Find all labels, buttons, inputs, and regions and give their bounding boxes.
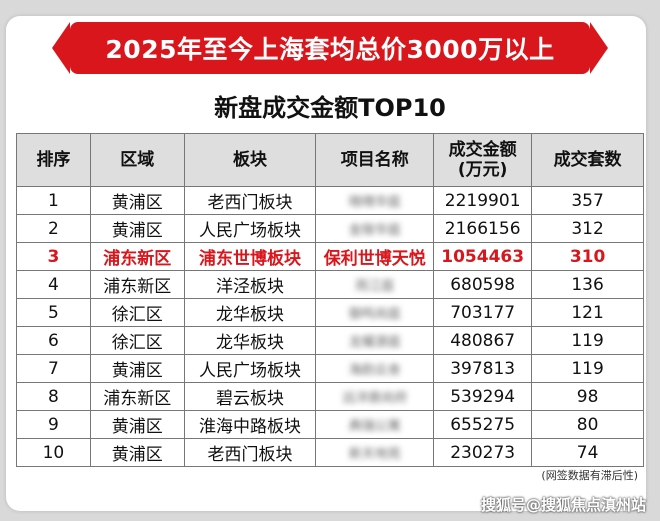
- cell-project: 保利世博天悦: [315, 242, 435, 271]
- blurred-project-name: 龙耀源庭: [348, 334, 401, 350]
- cell-units: 98: [531, 382, 644, 411]
- cell-district: 浦东新区: [89, 270, 185, 299]
- cell-rank: 10: [16, 438, 91, 467]
- header-amount: 成交金额 (万元): [433, 133, 533, 187]
- cell-rank: 2: [16, 214, 91, 243]
- cell-block: 淮海中路板块: [183, 410, 317, 439]
- cell-amount: 397813: [433, 354, 533, 383]
- cell-units: 136: [531, 270, 644, 299]
- cell-project: 雨江庭: [315, 270, 435, 299]
- data-lag-note: (网签数据有滞后性): [541, 469, 638, 482]
- blurred-project-name: 雨江庭: [355, 278, 395, 294]
- blurred-project-name: 御鸣尚庭: [348, 306, 401, 322]
- table-title: 新盘成交金额TOP10: [214, 94, 446, 122]
- blurred-project-name: 海韵云舍: [348, 362, 401, 378]
- table-header-row: 排序 区域 板块 项目名称 成交金额 (万元) 成交套数: [16, 133, 644, 187]
- cell-units: 74: [531, 438, 644, 467]
- banner-title: 2025年至今上海套均总价3000万以上: [70, 22, 590, 74]
- table-row: 8 浦东新区 碧云板块 远洋鼎尚府 539294 98: [16, 382, 644, 411]
- cell-rank: 1: [16, 186, 91, 215]
- cell-units: 121: [531, 298, 644, 327]
- ranking-table: 排序 区域 板块 项目名称 成交金额 (万元) 成交套数 1 黄浦区 老西门板块 晓晴…: [16, 133, 644, 467]
- cell-amount: 2166156: [433, 214, 533, 243]
- cell-block: 洋泾板块: [183, 270, 317, 299]
- cell-rank: 3: [16, 242, 91, 271]
- cell-block: 老西门板块: [183, 438, 317, 467]
- cell-block: 人民广场板块: [183, 354, 317, 383]
- cell-rank: 9: [16, 410, 91, 439]
- blurred-project-name: 新天地苑: [348, 446, 401, 462]
- header-block: 板块: [183, 133, 317, 187]
- cell-project: 典瑞公寓: [315, 410, 435, 439]
- table-row: 9 黄浦区 淮海中路板块 典瑞公寓 655275 80: [16, 410, 644, 439]
- cell-amount: 703177: [433, 298, 533, 327]
- table-row: 5 徐汇区 龙华板块 御鸣尚庭 703177 121: [16, 298, 644, 327]
- cell-block: 龙华板块: [183, 326, 317, 355]
- cell-project: 远洋鼎尚府: [315, 382, 435, 411]
- header-units: 成交套数: [531, 133, 644, 187]
- cell-rank: 6: [16, 326, 91, 355]
- header-rank: 排序: [16, 133, 91, 187]
- table-row: 4 浦东新区 洋泾板块 雨江庭 680598 136: [16, 270, 644, 299]
- cell-rank: 8: [16, 382, 91, 411]
- cell-rank: 4: [16, 270, 91, 299]
- cell-district: 黄浦区: [89, 214, 185, 243]
- blurred-project-name: 晓晴华庭: [348, 194, 401, 210]
- cell-units: 119: [531, 354, 644, 383]
- cell-district: 浦东新区: [89, 242, 185, 271]
- cell-amount: 680598: [433, 270, 533, 299]
- cell-amount: 230273: [433, 438, 533, 467]
- cell-rank: 5: [16, 298, 91, 327]
- cell-amount: 655275: [433, 410, 533, 439]
- cell-block: 浦东世博板块: [183, 242, 317, 271]
- banner-notch-right: [590, 22, 608, 74]
- cell-district: 浦东新区: [89, 382, 185, 411]
- cell-project: 龙耀源庭: [315, 326, 435, 355]
- cell-district: 黄浦区: [89, 438, 185, 467]
- cell-units: 310: [531, 242, 644, 271]
- cell-amount: 480867: [433, 326, 533, 355]
- cell-amount: 539294: [433, 382, 533, 411]
- table-row: 7 黄浦区 人民广场板块 海韵云舍 397813 119: [16, 354, 644, 383]
- blurred-project-name: 远洋鼎尚府: [342, 390, 408, 406]
- cell-units: 312: [531, 214, 644, 243]
- cell-project: 新天地苑: [315, 438, 435, 467]
- watermark: 搜狐号@搜狐焦点滇州站: [480, 496, 646, 514]
- table-row: 3 浦东新区 浦东世博板块 保利世博天悦 1054463 310: [16, 242, 644, 271]
- cell-district: 黄浦区: [89, 354, 185, 383]
- cell-units: 357: [531, 186, 644, 215]
- cell-units: 80: [531, 410, 644, 439]
- table-row: 10 黄浦区 老西门板块 新天地苑 230273 74: [16, 438, 644, 467]
- cell-district: 黄浦区: [89, 186, 185, 215]
- cell-district: 徐汇区: [89, 326, 185, 355]
- blurred-project-name: 金陵华庭: [348, 222, 401, 238]
- cell-amount: 2219901: [433, 186, 533, 215]
- table-row: 2 黄浦区 人民广场板块 金陵华庭 2166156 312: [16, 214, 644, 243]
- cell-district: 徐汇区: [89, 298, 185, 327]
- cell-district: 黄浦区: [89, 410, 185, 439]
- cell-block: 人民广场板块: [183, 214, 317, 243]
- header-project: 项目名称: [315, 133, 435, 187]
- cell-project: 金陵华庭: [315, 214, 435, 243]
- table-row: 6 徐汇区 龙华板块 龙耀源庭 480867 119: [16, 326, 644, 355]
- cell-block: 碧云板块: [183, 382, 317, 411]
- banner-notch-left: [52, 22, 70, 74]
- table-row: 1 黄浦区 老西门板块 晓晴华庭 2219901 357: [16, 186, 644, 215]
- cell-project: 晓晴华庭: [315, 186, 435, 215]
- cell-block: 老西门板块: [183, 186, 317, 215]
- cell-project: 海韵云舍: [315, 354, 435, 383]
- blurred-project-name: 典瑞公寓: [348, 418, 401, 434]
- header-district: 区域: [89, 133, 185, 187]
- cell-rank: 7: [16, 354, 91, 383]
- cell-block: 龙华板块: [183, 298, 317, 327]
- cell-amount: 1054463: [433, 242, 533, 271]
- cell-project: 御鸣尚庭: [315, 298, 435, 327]
- cell-units: 119: [531, 326, 644, 355]
